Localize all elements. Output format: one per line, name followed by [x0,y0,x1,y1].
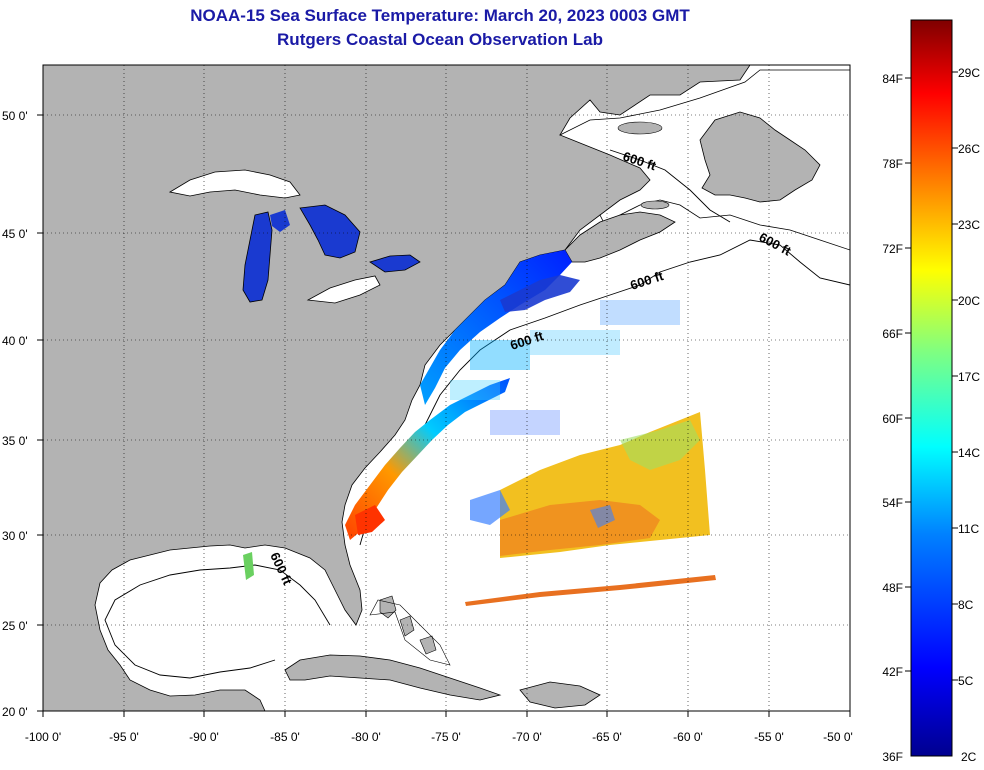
x-tick-label: -65 0' [592,730,622,744]
swath-stripe [465,575,716,606]
colorbar [910,19,953,757]
lake-michigan [242,211,273,303]
offshore-speckle [450,300,680,435]
cb-f-label: 78F [882,157,903,171]
cb-c-label: 23C [958,218,980,232]
cb-c-label: 5C [958,674,974,688]
cb-f-label: 48F [882,581,903,595]
lake-erie [306,275,381,304]
x-tick-label: -70 0' [512,730,542,744]
cb-f-label: 54F [882,496,903,510]
newfoundland-land [699,111,821,203]
axis-ticks [37,114,851,717]
cb-f-label: 66F [882,327,903,341]
x-tick-label: -55 0' [754,730,784,744]
cb-c-label: 17C [958,370,980,384]
map-subtitle: Rutgers Coastal Ocean Observation Lab [277,30,603,49]
cb-f-label: 84F [882,72,903,86]
x-tick-label: -90 0' [189,730,219,744]
x-tick-label: -95 0' [109,730,139,744]
cb-f-label: 36F [882,750,903,764]
cb-c-label: 14C [958,446,980,460]
cb-c-label: 2C [961,750,977,764]
y-tick-label: 20 0' [2,705,28,719]
gulf-isobath [104,564,331,679]
y-axis-labels: 50 0' 45 0' 40 0' 35 0' 30 0' 25 0' 20 0… [2,109,28,719]
lake-ontario [369,254,421,273]
colorbar-ticks [905,71,958,681]
x-tick-label: -80 0' [351,730,381,744]
cb-f-label: 60F [882,412,903,426]
y-tick-label: 40 0' [2,334,28,348]
colorbar-celsius-labels: 29C 26C 23C 20C 17C 14C 11C 8C 5C 2C [958,66,980,764]
lake-superior [168,169,301,199]
y-tick-label: 50 0' [2,109,28,123]
y-tick-label: 30 0' [2,529,28,543]
cuba-land [284,654,502,701]
x-tick-label: -100 0' [25,730,61,744]
y-tick-label: 25 0' [2,619,28,633]
x-tick-label: -60 0' [673,730,703,744]
y-tick-label: 35 0' [2,434,28,448]
cb-c-label: 29C [958,66,980,80]
cb-f-label: 42F [882,665,903,679]
lake-huron [299,204,361,259]
x-axis-labels: -100 0' -95 0' -90 0' -85 0' -80 0' -75 … [25,730,853,744]
nova-scotia-land [564,211,676,263]
map-title: NOAA-15 Sea Surface Temperature: March 2… [190,6,690,25]
y-tick-label: 45 0' [2,227,28,241]
cb-c-label: 20C [958,294,980,308]
cb-c-label: 11C [958,522,979,536]
cb-c-label: 8C [958,598,974,612]
x-tick-label: -50 0' [823,730,853,744]
cb-f-label: 72F [882,242,903,256]
x-tick-label: -85 0' [270,730,300,744]
x-tick-label: -75 0' [431,730,461,744]
colorbar-fahrenheit-labels: 84F 78F 72F 66F 60F 54F 48F 42F 36F [882,72,903,764]
graticule [43,65,850,711]
cb-c-label: 26C [958,142,980,156]
